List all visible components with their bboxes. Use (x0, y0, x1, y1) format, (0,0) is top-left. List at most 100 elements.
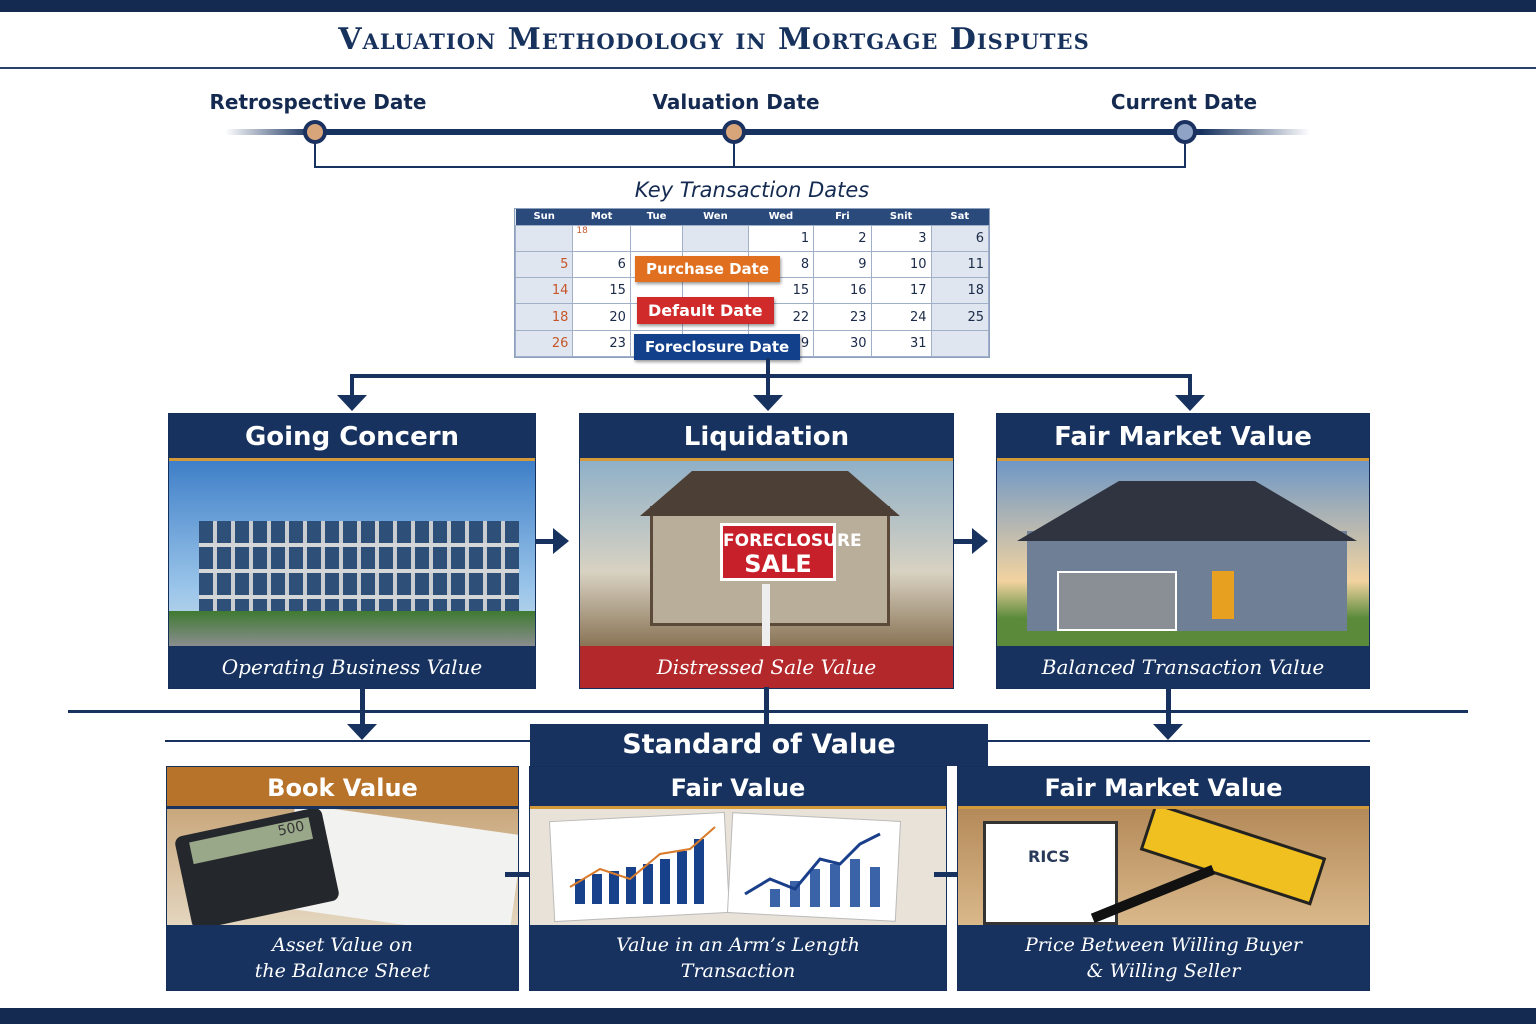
card-caption: Distressed Sale Value (580, 646, 953, 688)
calendar-week-row: 18 1 2 3 6 (514, 224, 990, 252)
arrow-shaft (536, 539, 554, 544)
card-caption-line2: Transaction (680, 960, 796, 982)
calendar-day-header: Sat (931, 209, 989, 225)
timeline (225, 129, 1310, 135)
calendar-day-cell: 16 (813, 277, 872, 305)
arrow-down-icon (753, 395, 783, 411)
fair-market-value-standard-card: Fair Market Value RICS Price Between Wil… (957, 766, 1370, 991)
book-value-card: Book Value 500 Asset Value on the Balance… (166, 766, 519, 991)
card-caption: Operating Business Value (169, 646, 535, 688)
top-bar (0, 0, 1536, 12)
calendar-day-cell: 20 (572, 303, 631, 331)
calendar-day-cell: 18 (930, 277, 990, 305)
arrow-down-icon (1153, 724, 1183, 740)
default-date-tag: Default Date (637, 297, 774, 324)
calendar-day-cell: 31 (870, 329, 932, 358)
connector-stem (1188, 374, 1192, 396)
calendar-day-cell: 23 (813, 303, 872, 331)
fair-market-value-card: Fair Market Value Balanced Transaction V… (996, 413, 1370, 689)
calendar-day-cell: 15 (572, 277, 631, 305)
calendar: Sun Mot Tue Wen Wed Fri Snit Sat 18 1 2 3 6 5 6 8 9 10 11 1… (514, 208, 990, 358)
connector-stem (360, 687, 365, 725)
card-caption-line2: & Willing Seller (1086, 960, 1241, 982)
connector-line (350, 374, 1192, 378)
arrow-shaft (954, 539, 974, 544)
arrow-shaft (934, 872, 966, 877)
timeline-label-current: Current Date (1110, 90, 1258, 114)
calendar-day-header: Wed (748, 209, 814, 225)
timeline-bracket (314, 140, 1186, 168)
calendar-day-cell: 2 (813, 224, 872, 252)
calendar-day-header: Mot (572, 209, 631, 225)
timeline-marker-retrospective (303, 120, 327, 144)
calculator-image: 500 (167, 809, 518, 925)
card-title: Fair Market Value (997, 414, 1369, 461)
card-title: Fair Value (530, 767, 946, 809)
calendar-day-cell: 18 (572, 224, 631, 252)
timeline-label-retrospective: Retrospective Date (209, 90, 427, 114)
foreclosure-date-tag: Foreclosure Date (634, 334, 801, 360)
timeline-label-valuation: Valuation Date (652, 90, 820, 114)
timeline-bracket-mid (733, 140, 735, 168)
standard-of-value-banner: Standard of Value (530, 724, 988, 766)
arrow-down-icon (337, 395, 367, 411)
calendar-day-cell: 1 (747, 224, 815, 252)
sign-text-line1: FORECLOSURE (723, 531, 862, 551)
calendar-day-header: Sun (515, 209, 573, 225)
connector-stem (766, 374, 770, 396)
calendar-day-header: Wen (682, 209, 749, 225)
calendar-day-cell: 3 (870, 224, 932, 252)
fair-value-card: Fair Value Value in an Arm’s Length Trans… (529, 766, 947, 991)
calendar-day-cell: 9 (813, 250, 872, 279)
calendar-day-cell: 24 (870, 303, 932, 331)
arrow-down-icon (1175, 395, 1205, 411)
liquidation-card: Liquidation FORECLOSURE SALE Distressed … (579, 413, 954, 689)
connector-stem (764, 687, 769, 725)
card-caption-line2: the Balance Sheet (254, 960, 431, 982)
connector-stem (1166, 687, 1171, 725)
purchase-date-tag: Purchase Date (635, 256, 781, 282)
card-title: Fair Market Value (958, 767, 1369, 809)
calendar-day-cell (930, 329, 990, 358)
calendar-day-cell: 14 (514, 277, 574, 305)
going-concern-card: Going Concern Operating Business Value (168, 413, 536, 689)
calendar-day-cell: 23 (572, 329, 631, 358)
calculator-display: 500 (189, 817, 314, 865)
calendar-day-cell (682, 224, 749, 252)
calendar-day-cell: 5 (514, 250, 574, 279)
bottom-bar (0, 1008, 1536, 1024)
timeline-marker-current (1173, 120, 1197, 144)
sign-text-line2: SALE (744, 550, 812, 578)
card-caption: Balanced Transaction Value (997, 646, 1369, 688)
title-divider (0, 67, 1536, 69)
office-building-image (169, 461, 535, 646)
page-title: Valuation Methodology in Mortgage Disput… (338, 22, 1090, 57)
calendar-day-cell: 6 (930, 224, 990, 252)
calendar-day-header: Fri (813, 209, 872, 225)
calendar-day-cell: 18 (514, 303, 574, 331)
card-title: Book Value (167, 767, 518, 809)
calendar-day-cell: 11 (930, 250, 990, 279)
calendar-day-cell: 6 (572, 250, 631, 279)
card-caption-line1: Price Between Willing Buyer (1025, 934, 1302, 956)
calendar-day-header: Tue (630, 209, 683, 225)
calendar-day-cell: 26 (514, 329, 574, 358)
calendar-day-cell: 25 (930, 303, 990, 331)
bar-chart-illustration (548, 811, 902, 923)
connector-line (766, 358, 770, 378)
calendar-day-cell: 17 (870, 277, 932, 305)
connector-stem (350, 374, 354, 396)
calendar-day-cell: 30 (813, 329, 872, 358)
calendar-day-header: Snit (871, 209, 932, 225)
calendar-day-cell: 10 (870, 250, 932, 279)
arrow-down-icon (347, 724, 377, 740)
card-caption-line1: Asset Value on (272, 934, 413, 956)
clipboard-level-image: RICS (958, 809, 1369, 925)
financial-charts-image (530, 809, 946, 925)
card-title: Going Concern (169, 414, 535, 461)
card-caption-line1: Value in an Arm’s Length (616, 934, 860, 956)
arrow-shaft (505, 872, 539, 877)
arrow-right-icon (553, 528, 569, 554)
calendar-day-cell (514, 224, 574, 252)
timeline-marker-valuation (722, 120, 746, 144)
